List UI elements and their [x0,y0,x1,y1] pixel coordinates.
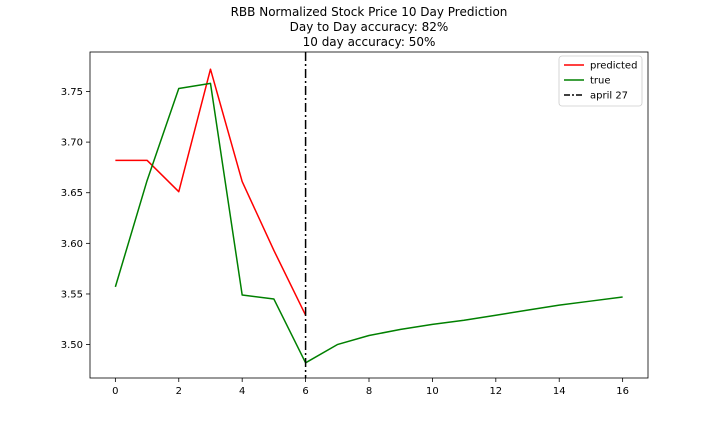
x-tick-label: 16 [616,386,629,397]
chart-subtitle-10day-accuracy: 10 day accuracy: 50% [303,35,436,49]
plot-area [114,52,623,378]
y-tick-label: 3.75 [61,87,83,98]
y-tick-label: 3.65 [61,188,83,199]
series-line-predicted [115,68,307,316]
y-tick-label: 3.70 [61,138,83,149]
y-tick-label: 3.60 [61,239,83,250]
legend-label-predicted: predicted [590,61,637,72]
x-tick-label: 0 [112,386,118,397]
x-tick-label: 12 [489,386,502,397]
legend-label-april-27: april 27 [590,91,628,102]
series-line-true [114,82,623,364]
x-tick-label: 4 [239,386,245,397]
y-tick-label: 3.50 [61,340,83,351]
y-tick-label: 3.55 [61,289,83,300]
chart-subtitle-day-accuracy: Day to Day accuracy: 82% [290,20,449,34]
x-tick-label: 14 [553,386,566,397]
axes: 0 2 4 6 8 10 12 14 16 3.50 3.55 3.60 3.65 3.70 3.75 [61,51,649,397]
chart-title-line-1: RBB Normalized Stock Price 10 Day Predic… [231,5,508,19]
x-tick-label: 6 [302,386,308,397]
x-tick-label: 8 [366,386,372,397]
legend-box [558,55,643,107]
chart-title: RBB Normalized Stock Price 10 Day Predic… [231,5,508,49]
x-tick-label: 2 [176,386,182,397]
legend-label-true: true [590,76,611,87]
x-tick-label: 10 [426,386,439,397]
legend: predicted true april 27 [558,55,643,107]
